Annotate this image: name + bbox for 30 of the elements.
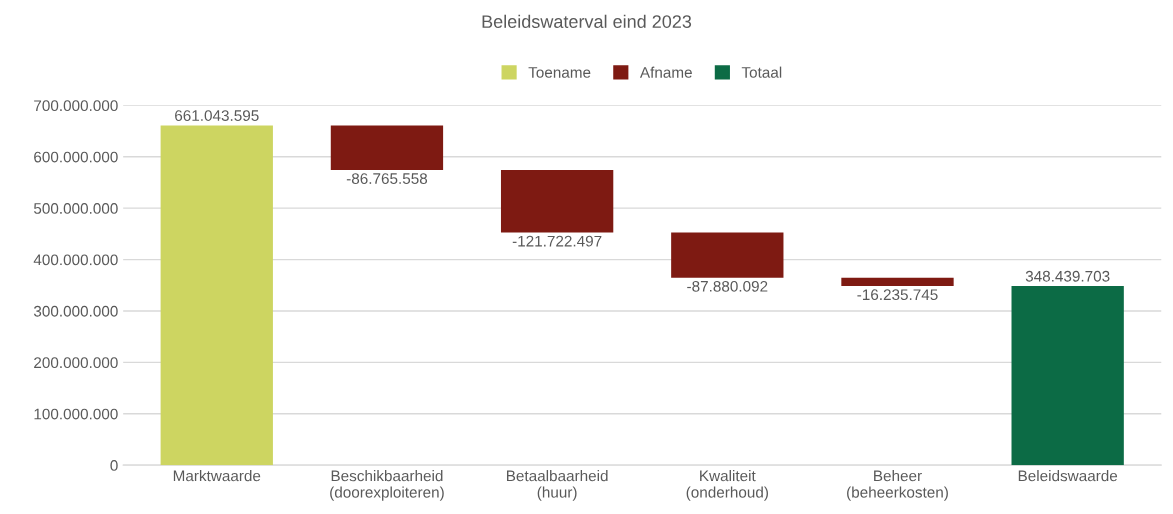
y-tick-label: 100.000.000 xyxy=(34,408,118,420)
bar xyxy=(671,232,784,278)
y-tick-label: 200.000.000 xyxy=(34,357,118,369)
y-tick-label: 400.000.000 xyxy=(33,254,118,266)
text: -16.235.745 xyxy=(857,289,938,301)
text: -121.722.497 xyxy=(512,235,602,247)
x-tick-label: Beleidswaarde xyxy=(1018,470,1118,482)
x-tick-label: Betaalbaarheid (huur) xyxy=(506,470,608,501)
x-tick-label: Kwaliteit (onderhoud) xyxy=(686,470,768,501)
bar xyxy=(160,125,273,466)
y-tick-label: 500.000.000 xyxy=(33,203,118,214)
bar xyxy=(330,125,444,170)
y-tick-label: 600.000.000 xyxy=(34,151,118,163)
y-tick-label: 0 xyxy=(110,460,118,471)
bar xyxy=(841,277,954,287)
bar xyxy=(500,169,614,233)
chart-title: Beleidswaterval eind 2023 xyxy=(482,14,692,28)
x-tick-label: Beschikbaarheid (doorexploiteren) xyxy=(330,470,444,501)
y-tick-label: 700.000.000 xyxy=(34,100,118,112)
y-tick-label: 300.000.000 xyxy=(33,305,118,317)
text: 348.439.703 xyxy=(1025,270,1110,282)
legend-label: Afname xyxy=(639,66,692,78)
legend-label: Totaal xyxy=(741,66,782,78)
x-tick-label: Beheer (beheerkosten) xyxy=(847,470,948,501)
x-tick-label: Marktwaarde xyxy=(173,470,261,482)
text: 661.043.595 xyxy=(175,110,259,121)
text: -86.765.558 xyxy=(346,173,428,184)
legend-label: Toename xyxy=(528,67,591,78)
bar xyxy=(1011,286,1124,466)
text: -87.880.092 xyxy=(687,280,768,292)
